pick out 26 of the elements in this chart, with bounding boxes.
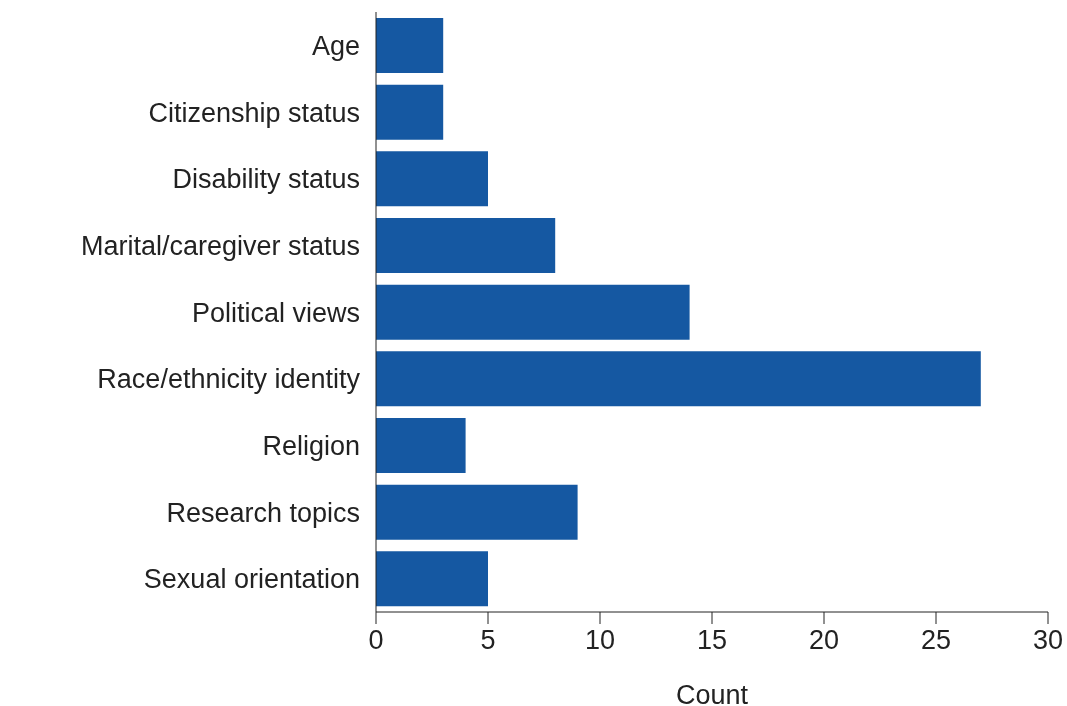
bar bbox=[376, 284, 690, 340]
y-tick-label: Political views bbox=[191, 297, 360, 328]
x-axis-title: Count bbox=[675, 680, 749, 706]
bar bbox=[376, 218, 556, 273]
x-tick-label: 30 bbox=[1032, 625, 1064, 656]
y-tick-label: Race/ethnicity identity bbox=[97, 364, 361, 395]
y-tick-label: Age bbox=[311, 30, 360, 61]
x-tick-label: 25 bbox=[920, 625, 952, 656]
y-tick-label: Disability status bbox=[172, 164, 360, 195]
y-tick-label: Research topics bbox=[166, 497, 360, 528]
y-tick-label: Sexual orientation bbox=[143, 564, 360, 595]
x-tick-label: 20 bbox=[808, 625, 840, 656]
bar bbox=[376, 18, 444, 73]
bar bbox=[376, 418, 466, 473]
bar bbox=[376, 151, 488, 207]
y-tick-label: Citizenship status bbox=[148, 97, 360, 128]
y-tick-label: Religion bbox=[262, 430, 360, 461]
x-tick-label: 0 bbox=[368, 625, 384, 656]
bar bbox=[376, 84, 444, 140]
x-tick-label: 15 bbox=[696, 625, 728, 656]
bar bbox=[376, 351, 981, 407]
x-tick-label: 5 bbox=[480, 625, 496, 656]
bar bbox=[376, 551, 488, 607]
x-tick-label: 10 bbox=[584, 625, 616, 656]
bar bbox=[376, 484, 578, 540]
y-tick-label: Marital/caregiver status bbox=[80, 230, 360, 261]
